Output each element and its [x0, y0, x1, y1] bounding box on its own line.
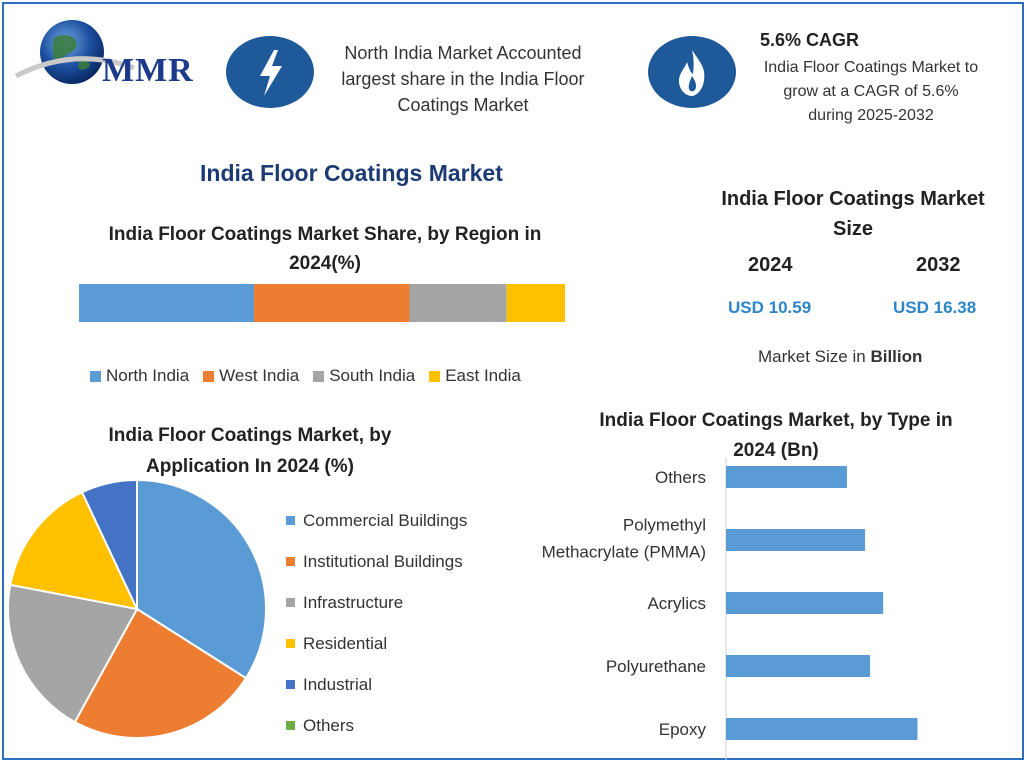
type-chart-title-line1: India Floor Coatings Market, by Type in: [599, 410, 953, 431]
application-chart-title: India Floor Coatings Market, by Applicat…: [60, 420, 440, 482]
market-size-unit-prefix: Market Size in: [758, 347, 871, 366]
region-segment-west-india: [253, 284, 410, 322]
legend-swatch: [286, 598, 295, 607]
application-chart-title-line1: India Floor Coatings Market, by: [108, 425, 392, 446]
page-title: India Floor Coatings Market: [200, 160, 503, 186]
market-size-value-2024: USD 10.59: [728, 298, 812, 317]
pie-slice-infrastructure: [7, 583, 139, 724]
region-segment-south-india: [409, 284, 507, 322]
application-legend-item: Infrastructure: [286, 582, 467, 623]
application-chart-title-line2: Application In 2024 (%): [146, 456, 354, 477]
region-segment-north-india: [79, 284, 254, 322]
market-size-year-2032: 2032: [916, 254, 961, 276]
market-size-title: India Floor Coatings Market Size: [700, 184, 1006, 244]
market-size-value-2032: USD 16.38: [893, 298, 977, 317]
lightning-icon: [226, 36, 314, 108]
highlight-1-line1: North India Market Accounted: [344, 43, 582, 63]
application-legend-item: Industrial: [286, 664, 467, 705]
legend-swatch: [286, 557, 295, 566]
type-bar-acrylics: [726, 592, 884, 614]
type-chart-title: India Floor Coatings Market, by Type in …: [574, 406, 978, 466]
mmr-logo: MMR: [14, 16, 204, 92]
application-legend-item: Commercial Buildings: [286, 500, 467, 541]
type-bar-epoxy: [726, 718, 918, 740]
type-category-label: Acrylics: [647, 594, 706, 613]
logo-text: MMR: [102, 52, 194, 89]
highlight-1-line2: largest share in the India Floor: [341, 69, 585, 89]
region-legend-item: North India: [90, 366, 189, 386]
type-chart-title-line2: 2024 (Bn): [733, 440, 819, 461]
type-bar-others: [726, 466, 847, 488]
region-legend: North India West India South India East Ind…: [90, 366, 521, 386]
legend-swatch: [90, 370, 101, 382]
application-legend: Commercial Buildings Institutional Buildi…: [286, 500, 467, 746]
region-legend-item: South India: [313, 366, 415, 386]
legend-swatch: [203, 370, 215, 382]
legend-label: South India: [329, 366, 416, 385]
legend-swatch: [429, 370, 441, 382]
globe-icon: [14, 20, 135, 84]
type-category-label: Epoxy: [659, 720, 707, 739]
highlight-2-line3: during 2025-2032: [808, 107, 934, 124]
legend-label: Commercial Buildings: [303, 510, 468, 530]
application-legend-item: Others: [286, 705, 467, 746]
legend-swatch: [313, 370, 325, 382]
type-category-label: Polymethyl: [623, 516, 706, 535]
market-size-unit: Market Size in Billion: [758, 347, 922, 367]
legend-label: Industrial: [303, 674, 372, 694]
highlight-cagr: India Floor Coatings Market to grow at a…: [740, 56, 1002, 128]
region-stacked-bar: [79, 284, 565, 322]
legend-label: Others: [303, 715, 355, 735]
cagr-title: 5.6% CAGR: [760, 30, 860, 50]
legend-label: Infrastructure: [303, 592, 404, 612]
highlight-2-line1: India Floor Coatings Market to: [763, 59, 979, 76]
type-category-label: Others: [655, 468, 706, 487]
legend-swatch: [286, 680, 295, 689]
region-chart-title-line2: 2024(%): [289, 253, 361, 274]
region-legend-item: West India: [203, 366, 299, 386]
type-category-label: Polyurethane: [606, 657, 706, 676]
region-chart-title-line1: India Floor Coatings Market Share, by Re…: [108, 224, 542, 245]
pie-slice-institutional-buildings: [73, 607, 248, 739]
flame-icon: [648, 36, 736, 108]
application-pie-chart: [7, 478, 267, 739]
application-legend-item: Institutional Buildings: [286, 541, 467, 582]
legend-swatch: [286, 639, 295, 648]
pie-slice-residential: [9, 490, 139, 611]
market-size-title-line1: India Floor Coatings Market: [721, 188, 985, 210]
highlight-1-line3: Coatings Market: [397, 95, 529, 115]
region-chart-title: India Floor Coatings Market Share, by Re…: [70, 220, 580, 278]
legend-label: East India: [445, 366, 521, 385]
legend-swatch: [286, 516, 295, 525]
highlight-north-india: North India Market Accounted largest sha…: [318, 40, 608, 118]
market-size-year-2024: 2024: [748, 254, 793, 276]
legend-label: North India: [106, 366, 190, 385]
application-legend-item: Residential: [286, 623, 467, 664]
legend-swatch: [286, 721, 295, 730]
highlight-2-line2: grow at a CAGR of 5.6%: [783, 83, 959, 100]
market-size-unit-bold: Billion: [870, 347, 923, 366]
type-bar-polymethyl-methacrylate-pmma: [726, 529, 866, 551]
legend-label: Residential: [303, 633, 388, 653]
pie-slice-industrial: [80, 478, 138, 610]
type-bar-chart: Others Polymethyl Methacrylate (PMMA) Acryl…: [542, 458, 918, 760]
type-bar-polyurethane: [726, 655, 871, 677]
legend-label: Institutional Buildings: [303, 551, 463, 571]
market-size-title-line2: Size: [832, 218, 874, 240]
region-legend-item: East India: [429, 366, 521, 386]
type-category-label: Methacrylate (PMMA): [542, 543, 706, 562]
legend-label: West India: [219, 366, 300, 385]
region-segment-east-india: [506, 284, 565, 322]
